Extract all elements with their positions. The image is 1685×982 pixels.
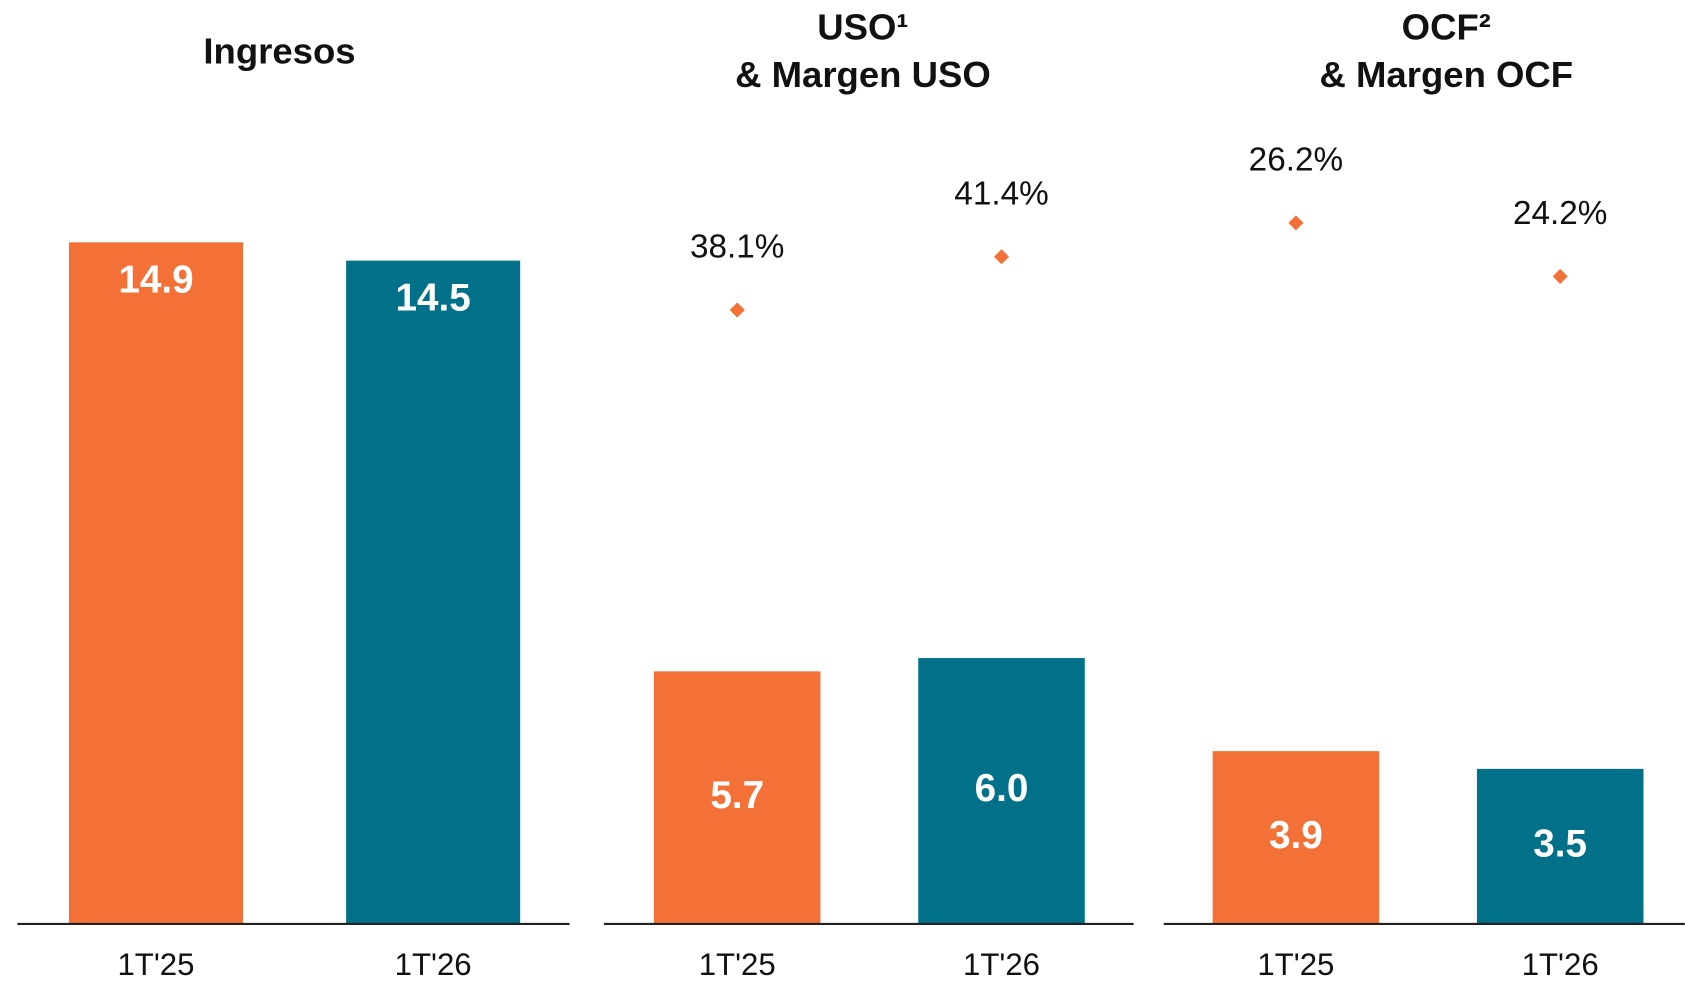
margin-label: 26.2%: [1249, 141, 1343, 178]
chart-title: Ingresos: [203, 30, 355, 71]
bar: [68, 242, 243, 924]
margin-marker: [1552, 268, 1568, 284]
bar-label: 14.5: [396, 277, 471, 320]
bar: [346, 260, 521, 924]
bar-label: 14.9: [118, 258, 193, 301]
bar: [1212, 751, 1380, 924]
x-tick-label: 1T'26: [395, 947, 472, 982]
bar-label: 3.9: [1269, 814, 1323, 857]
margin-marker: [1288, 215, 1304, 231]
x-tick-label: 1T'25: [1257, 947, 1334, 982]
chart-title: OCF²: [1402, 7, 1491, 48]
x-tick-label: 1T'26: [963, 947, 1040, 982]
chart-title: & Margen USO: [735, 54, 991, 95]
bar: [653, 671, 821, 924]
bar-label: 6.0: [975, 767, 1029, 810]
chart-title: USO¹: [817, 7, 908, 48]
margin-label: 41.4%: [954, 175, 1048, 212]
bar-label: 5.7: [710, 774, 764, 817]
x-tick-label: 1T'25: [699, 947, 776, 982]
margin-marker: [993, 249, 1010, 265]
chart-title: & Margen OCF: [1320, 54, 1574, 95]
bar-label: 3.5: [1533, 823, 1587, 866]
x-tick-label: 1T'25: [117, 947, 194, 982]
margin-marker: [729, 302, 745, 318]
bar: [918, 658, 1085, 924]
x-tick-label: 1T'26: [1522, 947, 1599, 982]
margin-label: 38.1%: [690, 229, 784, 266]
bar: [1476, 768, 1644, 924]
margin-label: 24.2%: [1513, 195, 1607, 232]
